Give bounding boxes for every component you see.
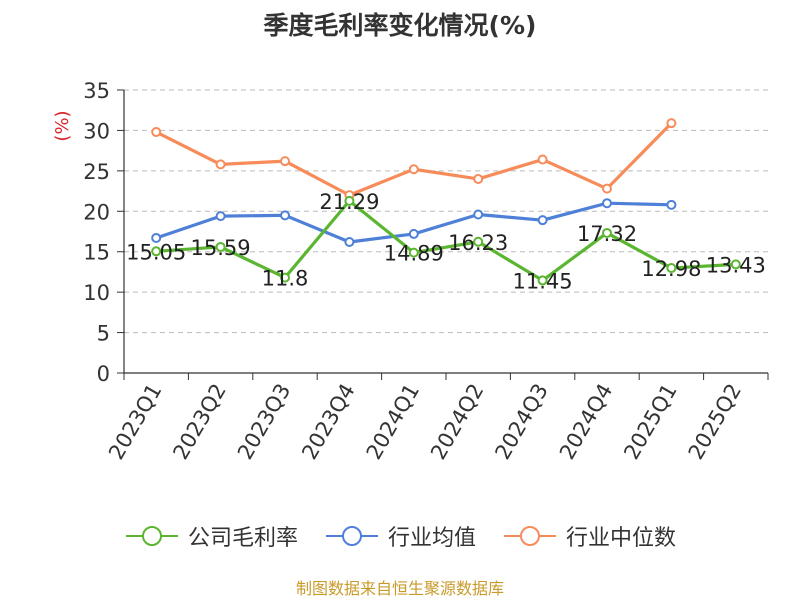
- y-tick-label: 5: [97, 322, 110, 346]
- data-point-0: [280, 272, 290, 283]
- data-point-0: [215, 241, 226, 252]
- data-point-2: [215, 159, 226, 170]
- data-point-2: [473, 173, 484, 184]
- data-label: 13.43: [706, 253, 766, 277]
- x-tick-label: 2024Q1: [362, 380, 424, 464]
- data-label: 12.98: [641, 257, 701, 281]
- data-label: 11.45: [513, 269, 573, 293]
- data-point-1: [537, 215, 548, 226]
- x-tick-label: 2023Q4: [297, 380, 359, 464]
- x-tick-label: 2023Q2: [168, 380, 230, 464]
- x-tick-label: 2024Q3: [490, 380, 552, 464]
- x-tick-label: 2024Q2: [426, 380, 488, 464]
- data-point-0: [473, 236, 484, 247]
- y-axis-label: (%): [52, 110, 73, 141]
- data-point-1: [215, 211, 226, 222]
- legend-label: 公司毛利率: [187, 526, 298, 551]
- data-point-0: [344, 195, 355, 206]
- data-point-2: [602, 183, 612, 194]
- data-point-1: [408, 228, 419, 239]
- series-line-0: [154, 199, 738, 283]
- data-point-2: [151, 127, 162, 138]
- x-tick-label: 2023Q1: [104, 380, 166, 464]
- data-point-1: [602, 198, 612, 209]
- y-tick-label: 35: [83, 79, 110, 103]
- data-point-1: [151, 232, 162, 243]
- legend: 公司毛利率 行业均值 行业中位数: [0, 520, 800, 552]
- data-point-2: [537, 154, 548, 165]
- y-tick-label: 0: [97, 362, 110, 386]
- legend-label: 行业均值: [387, 526, 476, 551]
- data-point-0: [602, 227, 612, 238]
- series-line-2: [154, 121, 674, 197]
- chart-title: 季度毛利率变化情况(%): [263, 11, 537, 40]
- data-label: 14.89: [384, 242, 444, 266]
- y-tick-label: 10: [83, 281, 110, 305]
- data-label: 17.32: [577, 222, 637, 246]
- data-point-1: [666, 199, 677, 210]
- data-point-0: [730, 259, 741, 270]
- data-point-1: [473, 209, 484, 220]
- data-label: 11.8: [262, 267, 309, 291]
- y-tick-label: 15: [83, 241, 110, 265]
- y-tick-label: 20: [83, 200, 110, 224]
- data-label: 21.29: [319, 190, 379, 214]
- legend-swatch-icon: [504, 526, 556, 546]
- data-point-1: [280, 210, 290, 221]
- legend-label: 行业中位数: [566, 526, 677, 551]
- y-tick-label: 30: [83, 119, 110, 143]
- x-tick-label: 2023Q3: [233, 380, 295, 464]
- x-tick-label: 2024Q4: [555, 380, 617, 464]
- data-point-2: [280, 156, 290, 167]
- data-label: 15.05: [126, 240, 186, 264]
- legend-item[interactable]: 公司毛利率: [124, 520, 298, 552]
- data-point-0: [408, 247, 419, 258]
- legend-swatch-icon: [125, 526, 178, 546]
- x-tick-label: 2025Q1: [619, 380, 681, 464]
- legend-item[interactable]: 行业中位数: [502, 520, 676, 552]
- legend-swatch-icon: [325, 526, 378, 546]
- data-label: 16.23: [448, 231, 508, 255]
- y-tick-label: 25: [83, 160, 110, 184]
- x-tick-label: 2025Q2: [684, 380, 746, 464]
- data-point-0: [537, 275, 548, 286]
- data-point-2: [666, 118, 677, 129]
- data-point-0: [151, 246, 162, 257]
- data-point-1: [344, 237, 355, 248]
- data-point-0: [666, 263, 677, 274]
- data-point-2: [408, 164, 419, 175]
- source-note: 制图数据来自恒生聚源数据库: [295, 579, 504, 598]
- data-label: 15.59: [191, 236, 251, 260]
- legend-item[interactable]: 行业均值: [324, 520, 476, 552]
